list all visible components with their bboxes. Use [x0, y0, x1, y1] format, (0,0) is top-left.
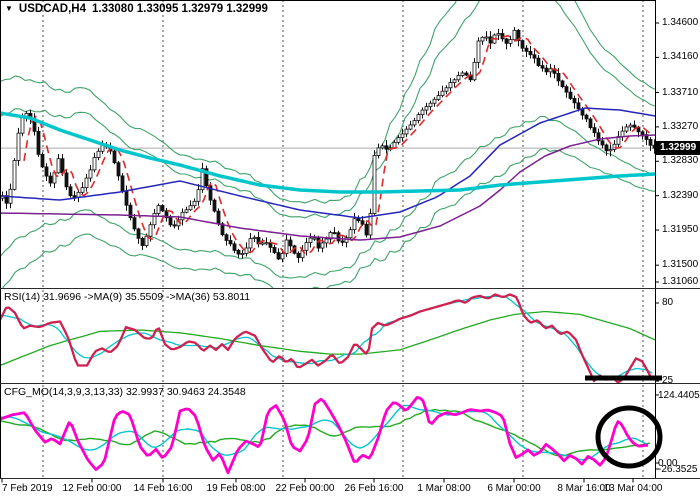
current-price-box: 1.32999: [656, 141, 700, 155]
cfg-circle-annotation[interactable]: [595, 405, 663, 469]
price-axis-label: 1.34600: [662, 17, 699, 28]
time-axis-label: 22 Feb 00:00: [275, 483, 335, 494]
price-axis-label: 1.33710: [662, 86, 699, 98]
price-axis-label: 1.31060: [662, 276, 699, 287]
time-axis-label: 19 Feb 08:00: [206, 483, 266, 494]
price-axis-label: 1.32830: [662, 155, 699, 167]
ohlc-values: 1.33080 1.33095 1.32979 1.32999: [92, 3, 268, 15]
price-axis-label: 1.33270: [662, 120, 699, 132]
symbol-dropdown-icon[interactable]: ▼: [5, 3, 13, 13]
time-axis-label: 13 Mar 04:00: [603, 483, 663, 494]
symbol-period-label[interactable]: USDCAD,H4: [18, 3, 87, 15]
time-axis-label: 6 Mar 00:00: [487, 483, 541, 494]
chart-title: ▼ USDCAD,H4 1.33080 1.33095 1.32979 1.32…: [5, 3, 268, 15]
time-axis-label: 14 Feb 16:00: [133, 483, 193, 494]
price-axis-label: 1.32390: [662, 189, 699, 201]
rsi-axis-label: 80: [662, 297, 674, 308]
time-axis-label: 26 Feb 16:00: [344, 483, 404, 494]
price-axis-label: 1.31950: [662, 224, 699, 236]
cfg-axis-label: -26.3525: [658, 464, 698, 475]
price-axis-label: 1.34160: [662, 51, 699, 63]
rsi-axis-label: 25: [662, 375, 674, 387]
price-axis-label: 1.31500: [662, 259, 699, 271]
time-axis-label: 7 Feb 2019: [2, 483, 53, 494]
cfg-mo-indicator-label: CFG_MO(14,3,9,3,13,33) 32.9937 30.9463 2…: [4, 386, 246, 398]
time-axis-label: 8 Mar 16:00: [557, 483, 611, 494]
time-axis-label: 12 Feb 00:00: [62, 483, 122, 494]
time-axis-label: 1 Mar 08:00: [417, 483, 471, 494]
cfg-axis-label: 124.4405: [658, 389, 700, 401]
cfg-axis-label: 0.00: [658, 458, 678, 469]
rsi-indicator-label: RSI(14) 31.9696 ->MA(9) 35.5509 ->MA(36)…: [4, 291, 251, 303]
